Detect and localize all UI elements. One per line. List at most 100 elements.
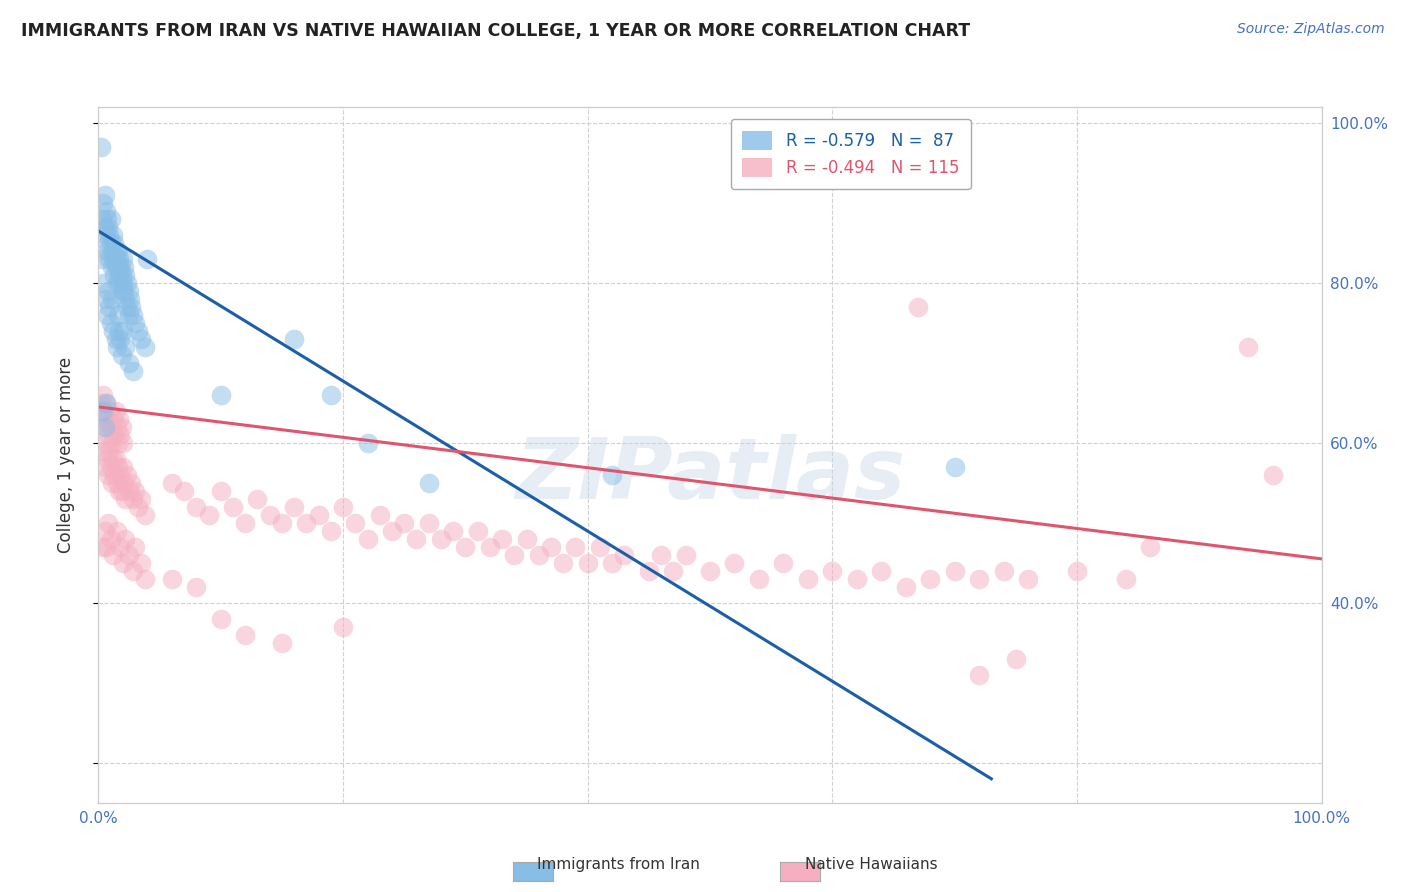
Point bbox=[515, 532, 537, 546]
Point bbox=[110, 332, 132, 346]
Point bbox=[246, 491, 269, 506]
Point bbox=[105, 475, 128, 490]
Point bbox=[129, 332, 152, 346]
Text: Native Hawaiians: Native Hawaiians bbox=[806, 857, 938, 872]
Point bbox=[97, 428, 120, 442]
Point bbox=[564, 540, 586, 554]
Point bbox=[186, 580, 208, 594]
Point bbox=[319, 524, 342, 538]
Point bbox=[134, 572, 156, 586]
Point bbox=[613, 548, 636, 562]
Point bbox=[478, 540, 501, 554]
Point bbox=[104, 260, 127, 274]
Point bbox=[748, 572, 770, 586]
Point bbox=[283, 332, 305, 346]
Point bbox=[110, 260, 132, 274]
Text: ZIPatlas: ZIPatlas bbox=[515, 434, 905, 517]
Point bbox=[111, 483, 134, 498]
Point bbox=[344, 516, 367, 530]
Point bbox=[124, 316, 146, 330]
Point bbox=[112, 260, 135, 274]
Point bbox=[160, 475, 183, 490]
Point bbox=[111, 556, 134, 570]
Point bbox=[527, 548, 550, 562]
Point bbox=[118, 284, 141, 298]
Point bbox=[173, 483, 195, 498]
Point bbox=[222, 500, 245, 514]
Point bbox=[118, 548, 141, 562]
Point bbox=[101, 292, 124, 306]
Point bbox=[114, 340, 136, 354]
Point bbox=[105, 420, 128, 434]
Point bbox=[94, 227, 117, 242]
Point bbox=[97, 516, 120, 530]
Point bbox=[104, 451, 127, 466]
Point bbox=[93, 188, 115, 202]
Point bbox=[136, 252, 159, 266]
Point bbox=[100, 420, 122, 434]
Point bbox=[94, 204, 117, 219]
Point bbox=[870, 564, 893, 578]
Point bbox=[91, 276, 114, 290]
Point bbox=[107, 436, 129, 450]
Point bbox=[368, 508, 391, 522]
Point bbox=[356, 436, 378, 450]
Point bbox=[662, 564, 685, 578]
Point bbox=[650, 548, 672, 562]
Point bbox=[430, 532, 453, 546]
Point bbox=[96, 212, 118, 227]
Point bbox=[1139, 540, 1161, 554]
Point bbox=[115, 467, 138, 482]
Point bbox=[101, 252, 124, 266]
Point bbox=[108, 412, 131, 426]
Point bbox=[295, 516, 318, 530]
Point bbox=[101, 227, 124, 242]
Point bbox=[118, 356, 141, 370]
Point bbox=[110, 276, 132, 290]
Point bbox=[97, 467, 120, 482]
Point bbox=[112, 284, 135, 298]
Point bbox=[467, 524, 489, 538]
Point bbox=[90, 396, 112, 410]
Point bbox=[91, 540, 114, 554]
Point bbox=[308, 508, 330, 522]
Point bbox=[103, 235, 125, 250]
Point bbox=[1066, 564, 1088, 578]
Point bbox=[1017, 572, 1039, 586]
Point bbox=[356, 532, 378, 546]
Point bbox=[107, 244, 129, 258]
Point bbox=[186, 500, 208, 514]
Point bbox=[107, 260, 129, 274]
Point bbox=[107, 308, 129, 322]
Text: Source: ZipAtlas.com: Source: ZipAtlas.com bbox=[1237, 22, 1385, 37]
Point bbox=[418, 475, 440, 490]
Point bbox=[111, 284, 134, 298]
Point bbox=[553, 556, 575, 570]
Point bbox=[111, 436, 134, 450]
Point bbox=[907, 300, 929, 314]
Point bbox=[111, 276, 134, 290]
Point bbox=[638, 564, 661, 578]
Point bbox=[105, 276, 128, 290]
Point bbox=[105, 524, 128, 538]
Point bbox=[845, 572, 868, 586]
Point bbox=[103, 428, 125, 442]
Point bbox=[96, 412, 118, 426]
Point bbox=[101, 244, 124, 258]
Point bbox=[454, 540, 477, 554]
Point bbox=[107, 459, 129, 474]
Point bbox=[114, 292, 136, 306]
Point bbox=[111, 420, 134, 434]
Point bbox=[97, 219, 120, 234]
Point bbox=[209, 483, 232, 498]
Point bbox=[110, 540, 132, 554]
Point bbox=[103, 467, 125, 482]
Point bbox=[111, 348, 134, 362]
Point bbox=[121, 491, 143, 506]
Point bbox=[993, 564, 1015, 578]
Point bbox=[120, 475, 142, 490]
Point bbox=[108, 483, 131, 498]
Point bbox=[233, 628, 256, 642]
Point bbox=[94, 292, 117, 306]
Point bbox=[111, 252, 134, 266]
